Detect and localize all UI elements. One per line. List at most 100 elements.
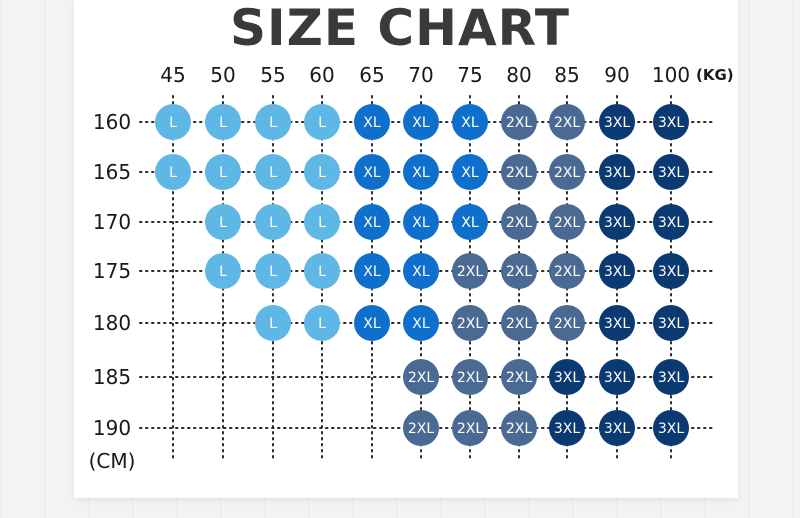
size-marker-xl — [452, 104, 488, 140]
weight-tick-label: 50 — [210, 63, 235, 87]
size-marker-xl — [354, 253, 390, 289]
size-label: XL — [363, 165, 381, 181]
size-label: L — [318, 316, 326, 332]
size-marker-l — [155, 104, 191, 140]
size-label: L — [318, 264, 326, 280]
size-marker-3xl — [653, 305, 689, 341]
size-marker-l — [255, 204, 291, 240]
size-label: XL — [412, 115, 430, 131]
size-marker-xl — [354, 204, 390, 240]
size-marker-2xl — [549, 305, 585, 341]
size-marker-l — [304, 305, 340, 341]
size-label: 2XL — [506, 316, 532, 332]
size-marker-3xl — [599, 359, 635, 395]
size-label: L — [269, 215, 277, 231]
size-label: 2XL — [457, 316, 483, 332]
size-marker-xl — [452, 204, 488, 240]
size-marker-3xl — [653, 253, 689, 289]
size-label: L — [169, 165, 177, 181]
size-label: 3XL — [604, 264, 630, 280]
size-label: 3XL — [554, 421, 580, 437]
size-marker-2xl — [403, 359, 439, 395]
size-label: 2XL — [554, 316, 580, 332]
weight-unit-label: (KG) — [696, 66, 734, 84]
size-label: XL — [363, 316, 381, 332]
size-marker-3xl — [599, 253, 635, 289]
height-tick-label: 185 — [93, 365, 131, 389]
size-label: L — [318, 115, 326, 131]
size-label: L — [169, 115, 177, 131]
size-marker-l — [155, 154, 191, 190]
size-marker-3xl — [599, 305, 635, 341]
size-label: L — [269, 115, 277, 131]
size-label: XL — [363, 264, 381, 280]
size-marker-l — [205, 154, 241, 190]
height-unit-label: (CM) — [89, 449, 136, 473]
size-label: L — [219, 165, 227, 181]
size-marker-xl — [452, 154, 488, 190]
size-label: 3XL — [604, 370, 630, 386]
size-label: L — [219, 264, 227, 280]
size-label: 2XL — [408, 421, 434, 437]
size-label: XL — [461, 215, 479, 231]
height-tick-label: 175 — [93, 259, 131, 283]
size-label: 2XL — [554, 115, 580, 131]
size-label: L — [269, 264, 277, 280]
size-label: 2XL — [408, 370, 434, 386]
size-marker-xl — [403, 154, 439, 190]
size-label: XL — [412, 264, 430, 280]
size-marker-xl — [354, 305, 390, 341]
size-label: L — [219, 215, 227, 231]
size-label: L — [269, 316, 277, 332]
size-marker-2xl — [501, 305, 537, 341]
size-marker-l — [304, 204, 340, 240]
size-label: 2XL — [506, 115, 532, 131]
weight-tick-label: 100 — [652, 63, 690, 87]
size-label: 3XL — [604, 115, 630, 131]
height-tick-label: 160 — [93, 110, 131, 134]
size-marker-2xl — [452, 305, 488, 341]
size-label: 3XL — [658, 370, 684, 386]
weight-tick-label: 70 — [408, 63, 433, 87]
size-label: 2XL — [457, 370, 483, 386]
height-tick-label: 180 — [93, 311, 131, 335]
size-label: 2XL — [457, 421, 483, 437]
size-marker-l — [205, 253, 241, 289]
size-label: L — [318, 215, 326, 231]
weight-tick-label: 60 — [309, 63, 334, 87]
size-label: 2XL — [506, 215, 532, 231]
size-label: XL — [363, 115, 381, 131]
weight-tick-label: 55 — [260, 63, 285, 87]
size-marker-2xl — [501, 253, 537, 289]
size-marker-xl — [354, 154, 390, 190]
size-marker-2xl — [549, 253, 585, 289]
weight-tick-label: 75 — [457, 63, 482, 87]
size-label: XL — [412, 165, 430, 181]
size-marker-3xl — [549, 410, 585, 446]
size-marker-3xl — [653, 104, 689, 140]
size-marker-3xl — [549, 359, 585, 395]
height-tick-label: 165 — [93, 160, 131, 184]
size-marker-l — [304, 253, 340, 289]
size-label: 3XL — [554, 370, 580, 386]
weight-tick-label: 85 — [554, 63, 579, 87]
size-marker-2xl — [452, 253, 488, 289]
size-label: L — [269, 165, 277, 181]
size-marker-2xl — [403, 410, 439, 446]
size-marker-2xl — [501, 154, 537, 190]
weight-tick-label: 65 — [359, 63, 384, 87]
size-marker-2xl — [549, 204, 585, 240]
size-marker-2xl — [501, 359, 537, 395]
size-label: XL — [461, 165, 479, 181]
size-label: XL — [363, 215, 381, 231]
size-marker-xl — [403, 104, 439, 140]
size-marker-2xl — [501, 410, 537, 446]
size-marker-2xl — [549, 104, 585, 140]
size-marker-3xl — [653, 204, 689, 240]
size-label: 2XL — [554, 264, 580, 280]
size-label: 3XL — [658, 115, 684, 131]
size-label: 3XL — [658, 264, 684, 280]
weight-tick-label: 90 — [604, 63, 629, 87]
size-label: L — [318, 165, 326, 181]
size-marker-3xl — [599, 154, 635, 190]
